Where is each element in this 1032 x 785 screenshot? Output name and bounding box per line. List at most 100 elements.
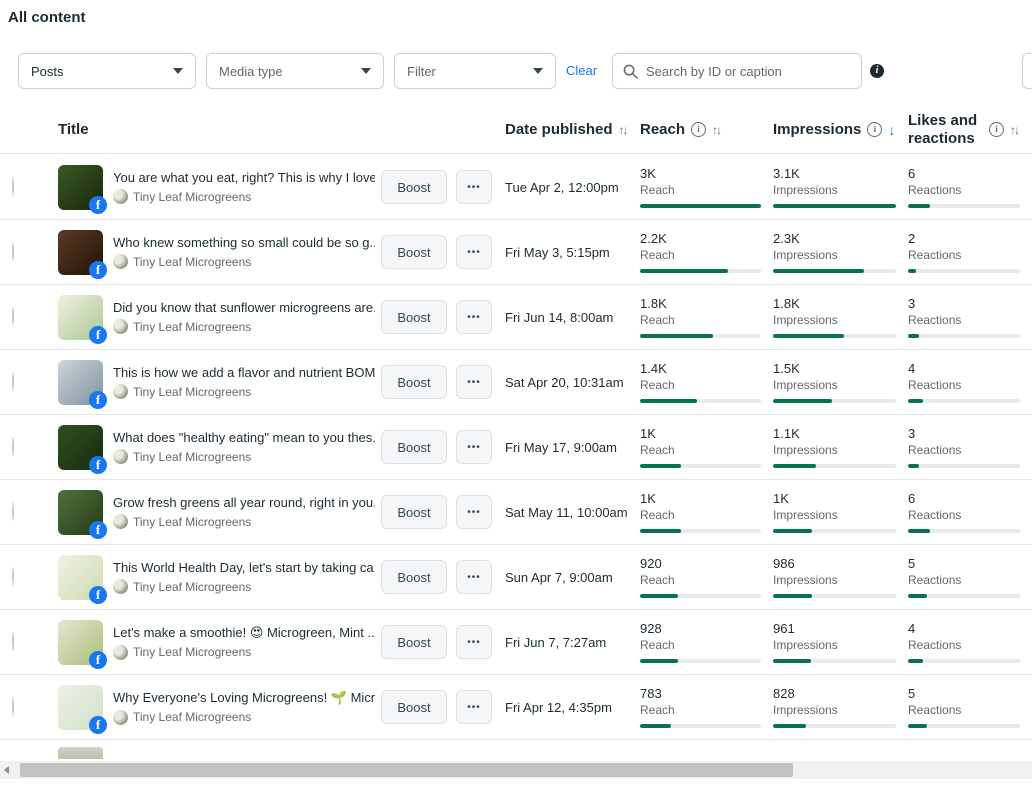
row-checkbox[interactable] <box>12 307 14 326</box>
row-checkbox[interactable] <box>12 567 14 586</box>
table-header: Title Date published ↑↓ Reach i ↑↓ Impre… <box>0 106 1032 154</box>
row-checkbox[interactable] <box>12 437 14 456</box>
post-title[interactable]: This is how we add a flavor and nutrient… <box>113 365 375 380</box>
post-thumbnail[interactable]: f <box>58 619 107 669</box>
reactions-metric: 4 Reactions <box>908 621 1032 663</box>
post-thumbnail[interactable]: f <box>58 489 107 539</box>
boost-button[interactable]: Boost <box>381 495 447 529</box>
more-options-button[interactable]: ••• <box>456 560 492 594</box>
more-options-button[interactable]: ••• <box>456 690 492 724</box>
post-thumbnail[interactable]: f <box>58 424 107 474</box>
reactions-value: 3 <box>908 426 916 441</box>
more-options-button[interactable]: ••• <box>456 430 492 464</box>
post-title[interactable]: What does "healthy eating" mean to you t… <box>113 430 375 445</box>
reactions-metric: 6 Reactions <box>908 166 1032 208</box>
row-checkbox[interactable] <box>12 502 14 521</box>
reactions-label: Reactions <box>908 313 962 327</box>
reactions-value: 5 <box>908 556 916 571</box>
column-header-title[interactable]: Title <box>58 121 89 138</box>
row-checkbox[interactable] <box>12 697 14 716</box>
boost-button[interactable]: Boost <box>381 690 447 724</box>
impressions-bar <box>773 334 896 338</box>
more-options-button[interactable]: ••• <box>456 300 492 334</box>
search-input[interactable] <box>646 63 851 79</box>
cutoff-button[interactable] <box>1022 53 1032 89</box>
row-checkbox[interactable] <box>12 372 14 391</box>
filter-dropdown-value: Filter <box>407 63 436 79</box>
page-name: Tiny Leaf Microgreens <box>133 449 252 464</box>
info-icon[interactable]: i <box>867 122 883 137</box>
post-thumbnail[interactable]: f <box>58 554 107 604</box>
more-options-button[interactable]: ••• <box>456 170 492 204</box>
impressions-bar <box>773 204 896 208</box>
search-info-icon[interactable]: i <box>870 64 884 78</box>
column-header-date-published[interactable]: Date published ↑↓ <box>505 121 629 138</box>
post-thumbnail[interactable]: f <box>58 164 107 214</box>
search-box[interactable] <box>612 53 862 89</box>
post-title[interactable]: Why Everyone's Loving Microgreens! 🌱 Mic… <box>113 689 375 705</box>
reach-label: Reach <box>640 638 675 652</box>
impressions-bar <box>773 724 896 728</box>
column-header-likes-reactions[interactable]: Likes and reactions i ↑↓ <box>908 112 1020 147</box>
post-title[interactable]: Did you know that sunflower microgreens … <box>113 300 375 315</box>
boost-button[interactable]: Boost <box>381 170 447 204</box>
column-header-impressions[interactable]: Impressions i ↓ <box>773 121 896 138</box>
reactions-bar <box>908 464 1020 468</box>
filter-bar: Posts Media type Filter Clear i <box>0 53 1032 89</box>
date-published: Tue Apr 2, 12:00pm <box>505 179 619 195</box>
post-title[interactable]: You are what you eat, right? This is why… <box>113 170 375 185</box>
info-icon[interactable]: i <box>989 122 1004 137</box>
impressions-bar <box>773 594 896 598</box>
scroll-left-arrow-icon[interactable] <box>4 766 9 774</box>
post-thumbnail[interactable]: f <box>58 684 107 734</box>
column-header-reach[interactable]: Reach i ↑↓ <box>640 121 722 138</box>
post-thumbnail[interactable]: f <box>58 359 107 409</box>
reach-label: Reach <box>640 313 675 327</box>
row-checkbox[interactable] <box>12 632 14 651</box>
facebook-icon: f <box>89 585 107 604</box>
posts-dropdown[interactable]: Posts <box>18 53 196 89</box>
reach-value: 1K <box>640 426 656 441</box>
media-type-dropdown[interactable]: Media type <box>206 53 384 89</box>
facebook-icon: f <box>89 520 107 539</box>
sort-icon[interactable]: ↑↓ <box>618 122 629 137</box>
boost-button[interactable]: Boost <box>381 625 447 659</box>
clear-filters-link[interactable]: Clear <box>566 63 598 78</box>
post-title[interactable]: This World Health Day, let's start by ta… <box>113 560 375 575</box>
boost-button[interactable]: Boost <box>381 430 447 464</box>
filter-dropdown[interactable]: Filter <box>394 53 556 89</box>
post-thumbnail[interactable]: f <box>58 294 107 344</box>
reactions-label: Reactions <box>908 183 962 197</box>
boost-button[interactable]: Boost <box>381 560 447 594</box>
table-row: f This is how we add a flavor and nutrie… <box>0 350 1032 415</box>
impressions-label: Impressions <box>773 443 838 457</box>
post-title[interactable]: Let's make a smoothie! 😍 Microgreen, Min… <box>113 624 375 640</box>
page-avatar <box>113 384 128 399</box>
post-title[interactable]: Who knew something so small could be so … <box>113 235 375 250</box>
boost-button[interactable]: Boost <box>381 300 447 334</box>
more-options-button[interactable]: ••• <box>456 625 492 659</box>
reach-value: 1.8K <box>640 296 667 311</box>
post-thumbnail[interactable]: f <box>58 229 107 279</box>
scrollbar-thumb[interactable] <box>20 763 793 777</box>
table-body: f You are what you eat, right? This is w… <box>0 155 1032 740</box>
impressions-value: 1.5K <box>773 361 800 376</box>
sort-descending-icon[interactable]: ↓ <box>888 121 896 138</box>
more-options-button[interactable]: ••• <box>456 365 492 399</box>
horizontal-scrollbar[interactable] <box>0 761 1032 779</box>
more-options-button[interactable]: ••• <box>456 235 492 269</box>
sort-icon[interactable]: ↑↓ <box>1010 122 1020 137</box>
impressions-value: 828 <box>773 686 795 701</box>
reactions-value: 6 <box>908 166 916 181</box>
post-title[interactable]: Grow fresh greens all year round, right … <box>113 495 375 510</box>
boost-button[interactable]: Boost <box>381 235 447 269</box>
table-row: f Grow fresh greens all year round, righ… <box>0 480 1032 545</box>
more-options-button[interactable]: ••• <box>456 495 492 529</box>
boost-button[interactable]: Boost <box>381 365 447 399</box>
sort-icon[interactable]: ↑↓ <box>712 122 722 137</box>
row-checkbox[interactable] <box>12 177 14 196</box>
page-avatar <box>113 449 128 464</box>
row-checkbox[interactable] <box>12 242 14 261</box>
info-icon[interactable]: i <box>691 122 707 137</box>
